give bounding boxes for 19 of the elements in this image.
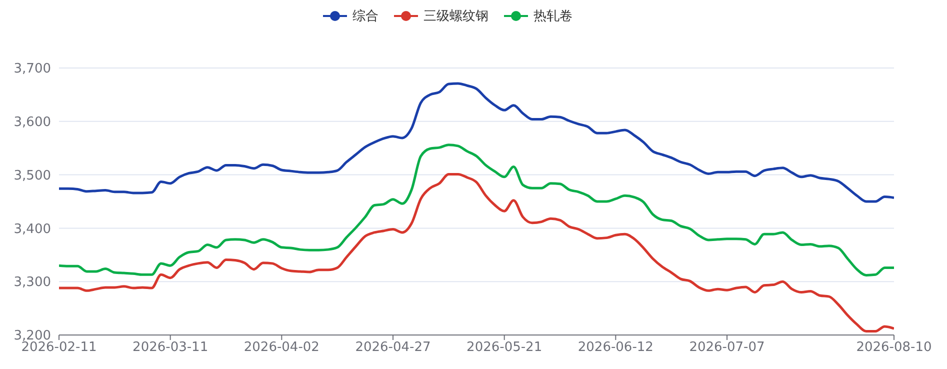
y-tick-label: 3,700 <box>14 62 51 77</box>
legend-label: 综合 <box>352 8 378 25</box>
y-tick-label: 3,500 <box>14 168 51 184</box>
line-series <box>59 82 894 203</box>
y-tick-label: 3,400 <box>14 222 51 237</box>
x-tick-label: 2026-04-02 <box>244 340 320 356</box>
x-tick-label: 2026-05-21 <box>466 340 542 356</box>
line-series <box>59 144 894 276</box>
x-tick-label: 2026-08-10 <box>856 340 932 356</box>
line-series <box>59 173 894 333</box>
x-tick-label: 2026-03-11 <box>132 340 208 356</box>
x-tick-label: 2026-02-11 <box>21 340 97 356</box>
legend-label: 热轧卷 <box>534 8 572 25</box>
y-tick-label: 3,300 <box>14 275 51 290</box>
x-tick-label: 2026-06-12 <box>578 340 654 356</box>
y-tick-label: 3,600 <box>14 115 51 130</box>
x-tick-label: 2026-04-27 <box>355 340 431 356</box>
legend-label: 三级螺纹钢 <box>424 8 488 25</box>
x-tick-label: 2026-07-07 <box>689 340 765 356</box>
